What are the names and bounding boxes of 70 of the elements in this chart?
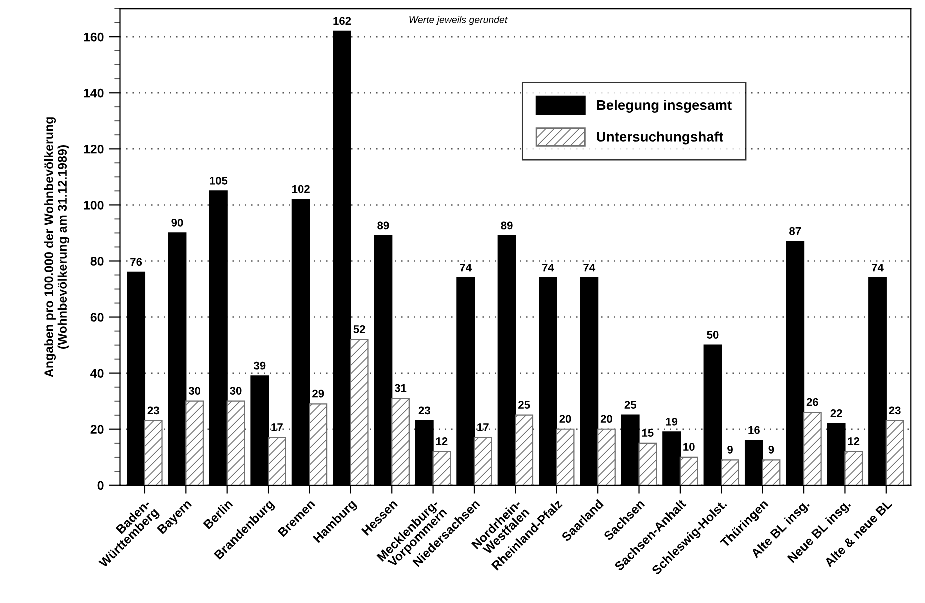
y-tick-label: 160 [84,32,104,42]
data-label: 39 [254,362,266,370]
bar [762,460,781,486]
data-label: 89 [501,222,513,230]
data-label: 19 [666,418,678,426]
data-label: 74 [872,264,884,272]
y-tick-label: 20 [90,425,104,434]
bar [886,420,904,486]
data-label: 30 [188,387,201,396]
data-label: 89 [378,222,390,230]
bar [515,414,534,486]
data-label: 74 [584,264,596,272]
data-label: 10 [684,443,695,452]
bar [680,456,698,486]
bar [638,442,658,486]
legend-label: Untersuchungshaft [597,132,724,145]
data-label: 29 [312,390,324,398]
data-label: 87 [790,227,802,236]
data-label: 102 [292,185,310,194]
bar [803,412,822,486]
data-label: 17 [272,424,283,432]
bar [268,437,286,486]
data-label: 20 [560,415,572,424]
bar [556,428,575,486]
bar [844,451,864,486]
data-label: 31 [394,384,407,392]
data-label: 16 [748,426,760,434]
data-label: 26 [806,398,818,406]
data-label: 23 [418,406,430,415]
bar [598,428,616,486]
bar [392,398,410,486]
data-label: 12 [848,438,860,446]
data-label: 23 [889,406,901,415]
annotation: Werte jeweils gerundet [410,16,508,26]
data-label: 74 [542,264,554,272]
y-tick-label: 120 [84,144,104,154]
y-axis-title: Angaben pro 100.000 der Wohnbevölkerung (Wohnbevölkerung am 31.12.1989) [44,118,70,378]
data-label: 17 [478,424,489,432]
data-label: 25 [624,401,636,409]
y-tick-label: 80 [90,257,104,266]
data-label: 90 [172,218,184,227]
data-label: 30 [230,387,242,396]
data-label: 9 [768,446,774,454]
y-tick-label: 100 [84,201,104,210]
data-label: 52 [354,325,366,334]
data-label: 74 [460,264,472,272]
legend-label: Belegung insgesamt [597,100,732,113]
data-label: 9 [728,446,733,454]
bar [226,400,246,486]
bar [721,460,740,486]
bar [144,420,163,486]
data-label: 15 [642,429,654,438]
data-label: 20 [600,415,612,424]
data-label: 76 [130,258,142,266]
bar [474,437,492,486]
data-label: 50 [707,331,719,339]
data-label: 12 [436,438,448,446]
data-label: 23 [148,406,160,415]
data-label: 162 [334,17,352,26]
data-label: 25 [518,401,530,409]
y-tick-label: 40 [90,369,104,378]
y-tick-label: 0 [98,481,104,490]
y-tick-label: 140 [84,88,104,98]
bar [186,400,204,486]
bar [432,451,452,486]
y-tick-label: 60 [90,313,104,322]
data-label: 22 [830,410,842,418]
bar [309,404,328,486]
data-label: 105 [210,176,228,185]
bar [350,339,369,486]
